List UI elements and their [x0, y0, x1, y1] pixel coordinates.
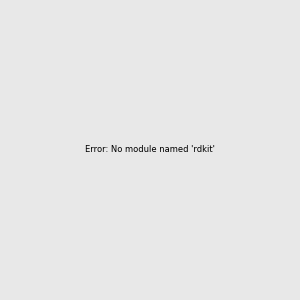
Text: Error: No module named 'rdkit': Error: No module named 'rdkit'	[85, 146, 215, 154]
